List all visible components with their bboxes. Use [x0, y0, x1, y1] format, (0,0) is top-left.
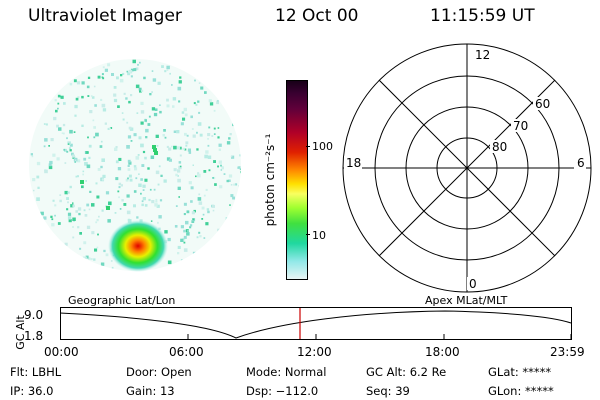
- info-gain: Gain: 13: [126, 384, 175, 398]
- polar-grid: 12 18 6 0 60 70 80: [342, 43, 592, 293]
- colorbar-tick-10: [306, 234, 310, 235]
- mlt-label-6: 6: [577, 156, 585, 170]
- altitude-timeline: [60, 307, 572, 340]
- mlt-label-0: 0: [469, 277, 477, 291]
- colorbar: [286, 80, 308, 280]
- colorbar-unit-label: photon cm⁻²s⁻¹: [263, 133, 277, 227]
- timeline-y-tick-1-8: 1.8: [24, 329, 44, 343]
- info-dsp: Dsp: −112.0: [246, 384, 319, 398]
- info-ip: IP: 36.0: [10, 384, 54, 398]
- date-label: 12 Oct 00: [275, 6, 359, 26]
- lat-label-80: 80: [492, 140, 507, 154]
- timeline-x-tick-0600: 06:00: [169, 345, 204, 359]
- info-seq: Seq: 39: [366, 384, 410, 398]
- auroral-image: [29, 59, 241, 272]
- info-gc-alt: GC Alt: 6.2 Re: [366, 365, 447, 379]
- mlt-label-12: 12: [475, 48, 490, 62]
- lat-label-60: 60: [535, 97, 550, 111]
- timeline-left-title: Geographic Lat/Lon: [68, 294, 176, 307]
- time-label: 11:15:59 UT: [430, 6, 535, 26]
- info-filter: Flt: LBHL: [10, 365, 62, 379]
- instrument-title: Ultraviolet Imager: [28, 6, 182, 26]
- info-mode: Mode: Normal: [246, 365, 327, 379]
- colorbar-tick-label-100: 100: [312, 140, 333, 153]
- timeline-right-title: Apex MLat/MLT: [425, 294, 508, 307]
- mlt-label-18: 18: [346, 156, 361, 170]
- timeline-x-tick-2359: 23:59: [550, 345, 585, 359]
- timeline-x-tick-1200: 12:00: [297, 345, 332, 359]
- info-door: Door: Open: [126, 365, 192, 379]
- timeline-x-tick-1800: 18:00: [425, 345, 460, 359]
- colorbar-tick-100: [306, 146, 310, 147]
- info-glon: GLon: *****: [488, 384, 554, 398]
- timeline-x-tick-0000: 00:00: [44, 345, 79, 359]
- colorbar-tick-label-10: 10: [312, 229, 326, 242]
- info-glat: GLat: *****: [488, 365, 552, 379]
- lat-label-70: 70: [513, 119, 528, 133]
- timeline-y-tick-9: 9.0: [24, 308, 44, 322]
